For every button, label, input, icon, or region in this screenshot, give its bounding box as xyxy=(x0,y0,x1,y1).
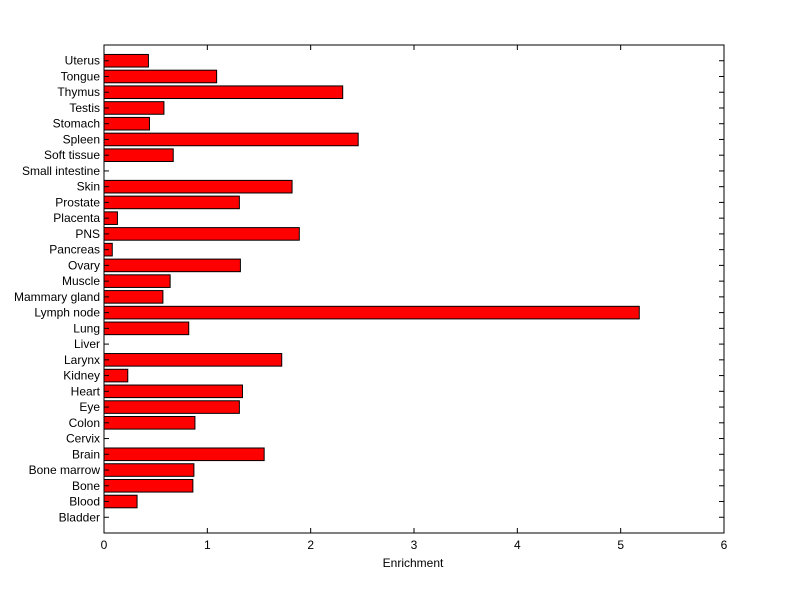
y-tick-label: Colon xyxy=(69,416,100,430)
bar-uterus xyxy=(103,53,149,68)
bar-prostate xyxy=(103,195,240,210)
bar-stomach xyxy=(103,116,150,131)
bar-colon xyxy=(103,416,196,430)
x-tick-label: 4 xyxy=(514,538,521,552)
bar-lung xyxy=(103,321,190,336)
bars-group xyxy=(103,53,640,509)
bar-spleen xyxy=(103,132,359,147)
y-tick-label: Prostate xyxy=(55,195,100,209)
x-ticks-group: 0 1 2 3 4 5 6 xyxy=(101,45,728,552)
bar-ovary xyxy=(103,258,241,273)
bar-testis xyxy=(103,101,165,115)
y-tick-label: Placenta xyxy=(53,211,100,225)
y-tick-label: Skin xyxy=(77,180,100,194)
y-tick-label: Uterus xyxy=(65,54,100,68)
y-tick-label: Cervix xyxy=(66,432,100,446)
bar-bone xyxy=(103,478,194,493)
y-tick-label: Stomach xyxy=(53,117,100,131)
y-tick-label: Bone xyxy=(72,479,100,493)
y-tick-label: Testis xyxy=(69,101,100,115)
y-tick-label: Lymph node xyxy=(34,306,100,320)
y-tick-label: Bladder xyxy=(59,510,100,524)
bar-mammary-gland xyxy=(103,290,164,304)
x-tick-label: 5 xyxy=(617,538,624,552)
bar-soft-tissue xyxy=(103,148,174,162)
bar-lymph-node xyxy=(103,305,640,320)
x-tick-label: 3 xyxy=(411,538,418,552)
y-tick-label: Eye xyxy=(79,400,100,414)
y-tick-label: Brain xyxy=(72,447,100,461)
y-tick-label: Liver xyxy=(74,337,100,351)
y-tick-label: Small intestine xyxy=(22,164,100,178)
y-tick-label: Larynx xyxy=(64,353,100,367)
y-tick-label: Pancreas xyxy=(49,243,100,257)
x-tick-label: 1 xyxy=(204,538,211,552)
y-tick-label: Bone marrow xyxy=(29,463,101,477)
y-tick-label: Mammary gland xyxy=(14,290,100,304)
y-tick-label: Muscle xyxy=(62,274,100,288)
bar-eye xyxy=(103,400,240,414)
bar-larynx xyxy=(103,353,283,367)
bar-skin xyxy=(103,179,293,194)
bar-bone-marrow xyxy=(103,463,195,477)
y-tick-label: Tongue xyxy=(61,69,101,83)
y-tick-label: Heart xyxy=(71,384,101,398)
bar-muscle xyxy=(103,274,171,288)
bar-brain xyxy=(103,447,265,462)
y-tick-label: Lung xyxy=(73,321,100,335)
bar-pns xyxy=(103,227,300,241)
x-axis-label: Enrichment xyxy=(383,556,444,570)
y-tick-label: Kidney xyxy=(63,369,100,383)
bar-thymus xyxy=(103,85,344,100)
y-tick-label: Thymus xyxy=(57,85,100,99)
y-tick-label: Blood xyxy=(69,495,100,509)
x-tick-label: 0 xyxy=(101,538,108,552)
y-tick-label: Ovary xyxy=(68,258,100,272)
y-tick-label: Spleen xyxy=(63,132,100,146)
bar-tongue xyxy=(103,69,218,84)
x-tick-label: 6 xyxy=(721,538,728,552)
bar-heart xyxy=(103,384,243,399)
x-tick-label: 2 xyxy=(307,538,314,552)
y-tick-label: Soft tissue xyxy=(44,148,100,162)
y-tick-label: PNS xyxy=(75,227,100,241)
